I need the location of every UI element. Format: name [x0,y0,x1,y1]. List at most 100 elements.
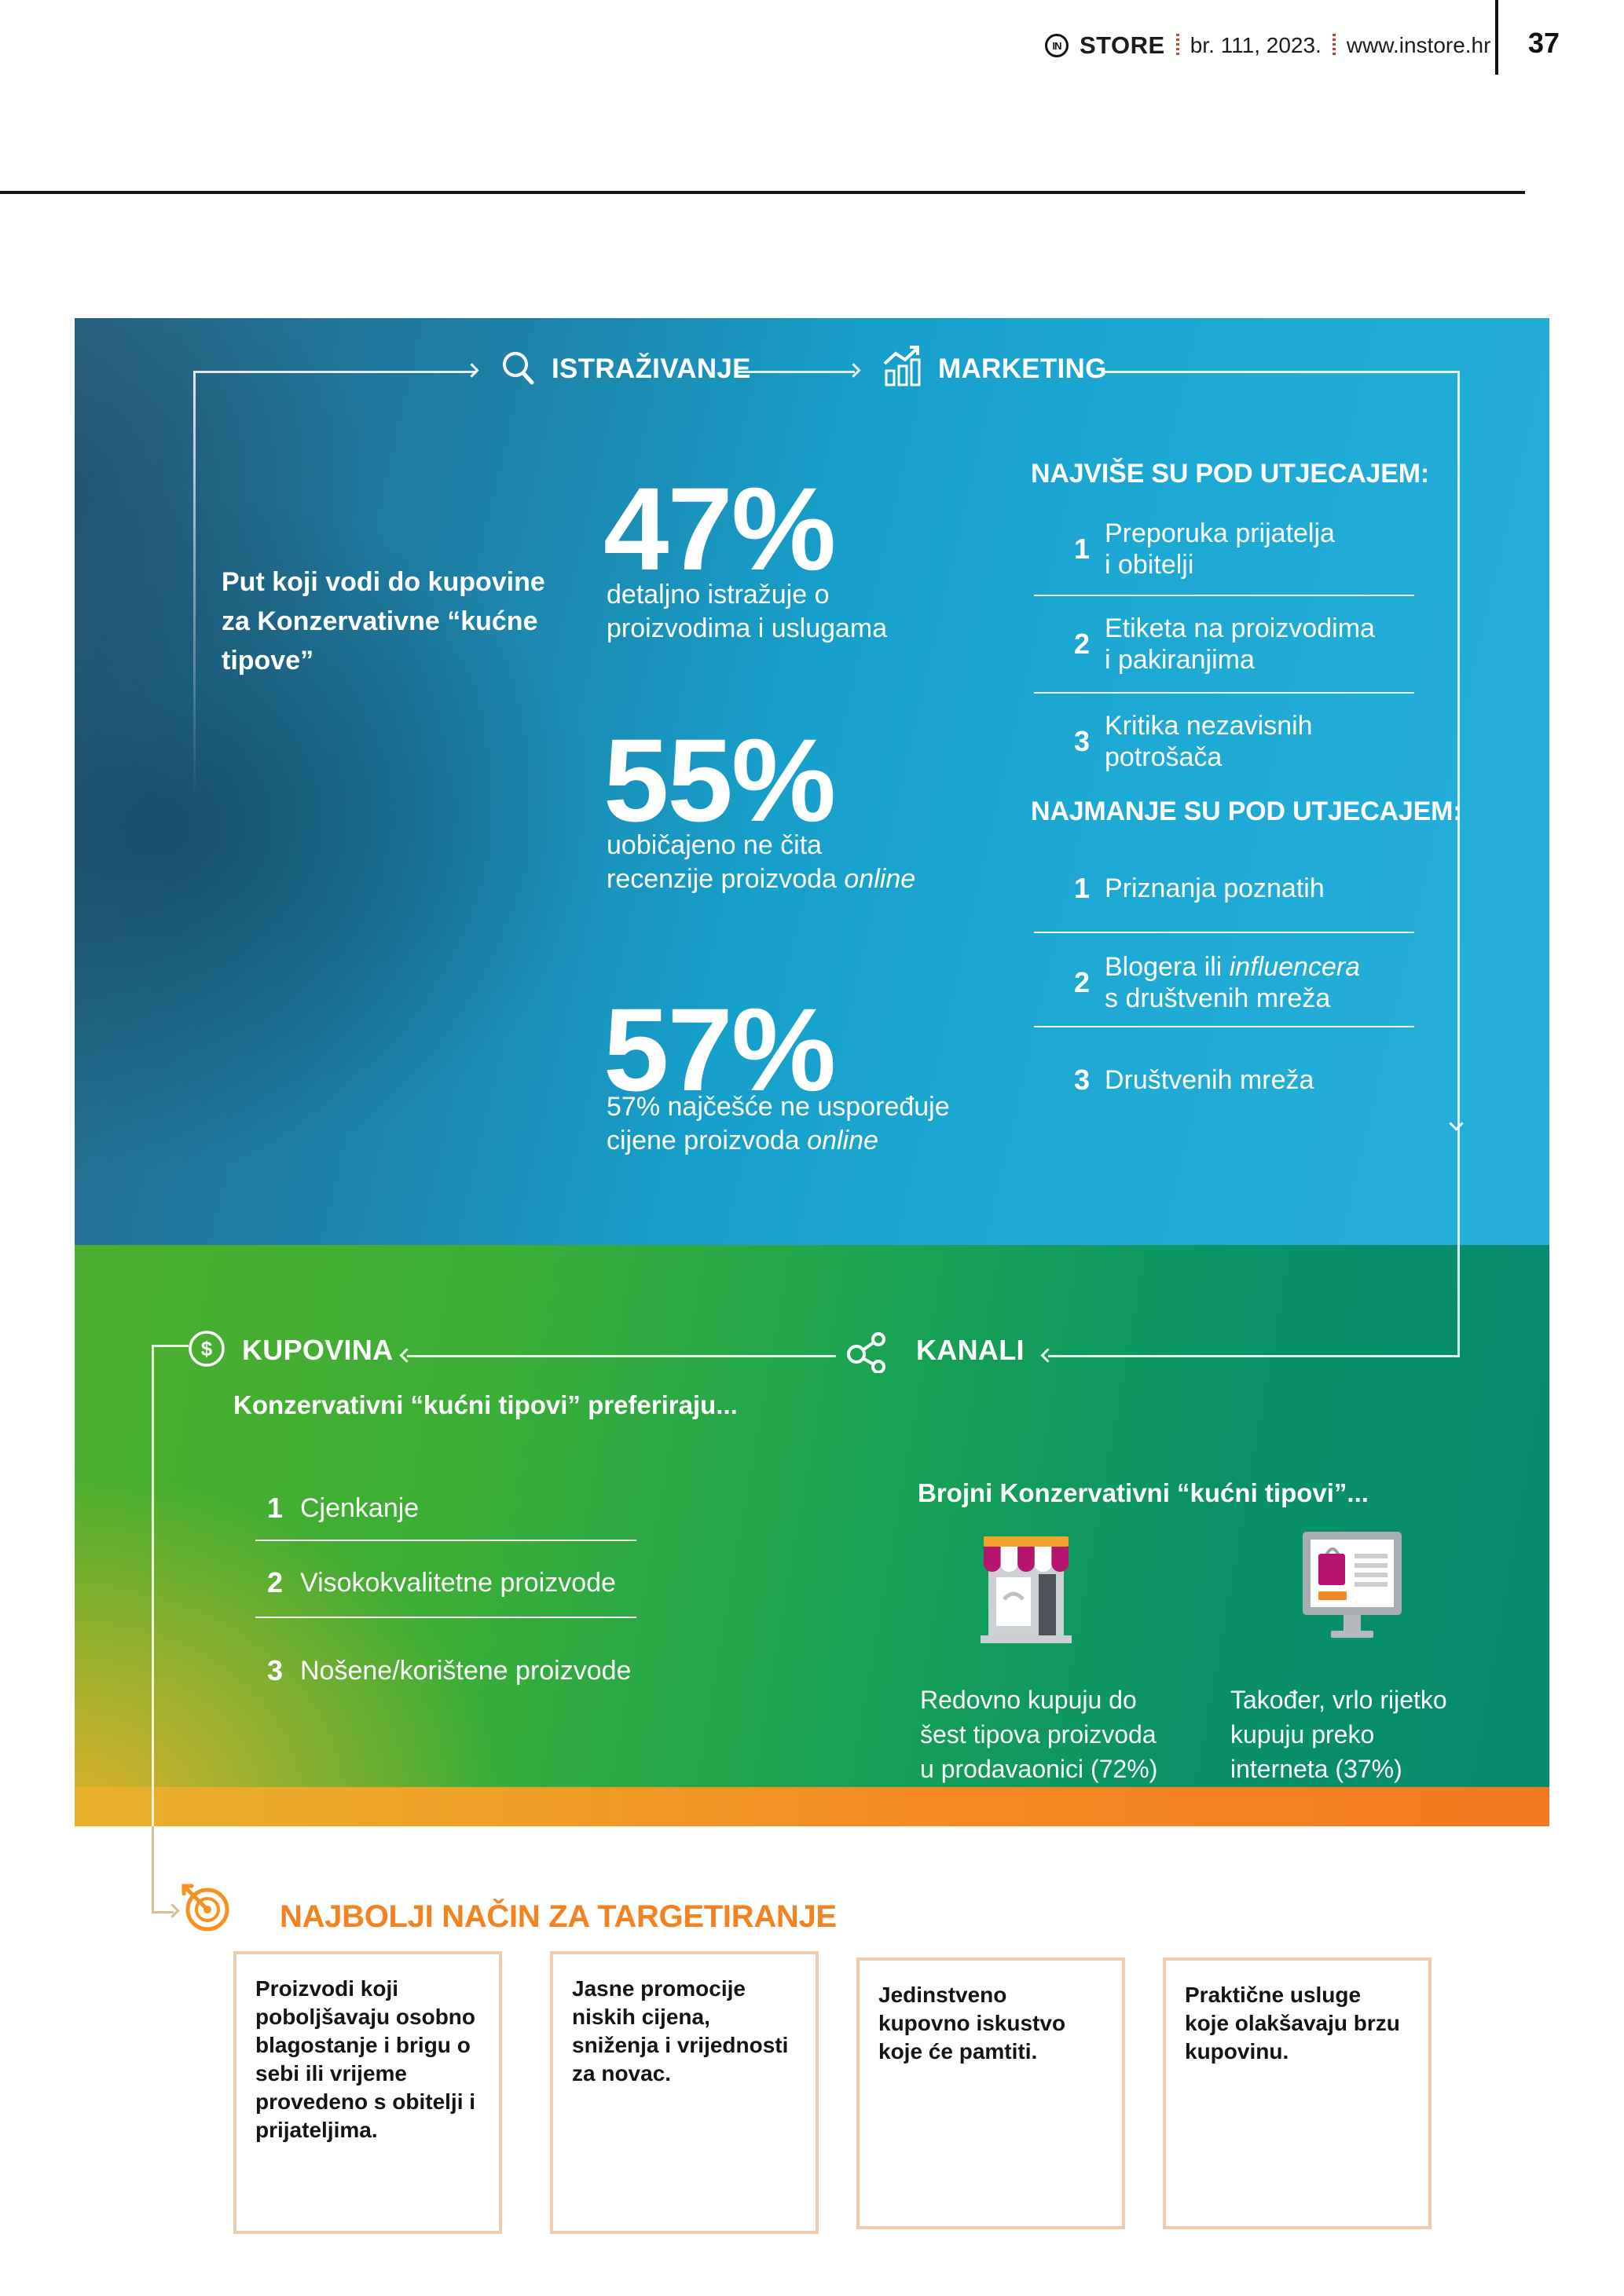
monitor-icon [1303,1532,1402,1638]
channel-caption-online: Također, vrlo rijetko kupuju preko inter… [1230,1686,1447,1783]
item-number: 1 [1073,533,1091,565]
svg-text:$: $ [201,1337,213,1360]
orange-accent-band [75,1787,1549,1826]
list-item: 3 Društvenih mreža [1059,1064,1314,1096]
item-text: Priznanja poznatih [1105,873,1325,903]
connector-kupovina-corner [152,1345,189,1347]
brand-name: STORE [1080,31,1165,59]
search-icon [503,352,534,385]
stat-caption-line: cijene proizvoda online [607,1126,878,1155]
item-number: 2 [1073,966,1091,998]
stat-caption-line: proizvodima i uslugama [607,613,888,643]
stat-caption: detaljno istražuje o proizvodima i uslug… [607,578,968,646]
stat-value: 57% [603,983,836,1115]
stat-caption-line: detaljno istražuje o [607,580,830,610]
item-text: Kritika nezavisnih potrošača [1105,711,1313,772]
kanali-subtitle: Brojni Konzervativni “kućni tipovi”... [918,1478,1369,1507]
item-number: 2 [1073,628,1091,660]
stat-value: 47% [603,463,836,595]
item-text: Visokokvalitetne proizvode [300,1568,616,1598]
list-divider [255,1540,636,1541]
item-number: 3 [1073,725,1091,757]
divider-dotted-icon [1175,34,1179,57]
header-brand-row: IN STORE br. 111, 2023. www.instore.hr [1045,31,1490,60]
connector-marketing-right [1103,371,1458,373]
item-text: Društvenih mreža [1105,1065,1314,1095]
section-label-kupovina: KUPOVINA [242,1334,394,1366]
stat-caption-line: 57% najčešće ne uspoređuje [607,1092,950,1122]
intro-title-line: Put koji vodi do kupovine [222,567,545,597]
item-text: Blogera ili influencera s društvenih mre… [1105,952,1361,1013]
least-influenced-heading: NAJMANJE SU POD UTJECAJEM: [1031,796,1462,826]
list-divider [1034,692,1414,694]
connector-bottom-vertical [152,1345,154,1826]
stat-caption-italic: online [844,864,916,894]
item-text: Nošene/korištene proizvode [300,1656,632,1686]
connector-to-kanali [1048,1355,1459,1357]
intro-title-line: za Konzervativne “kućne [222,606,538,636]
stat-caption-italic: online [807,1126,878,1155]
list-item: 3 Kritika nezavisnih potrošača [1059,710,1313,773]
targeting-heading: NAJBOLJI NAČIN ZA TARGETIRANJE [280,1899,837,1934]
website-label: www.instore.hr [1346,33,1491,57]
issue-label: br. 111, 2023. [1190,33,1322,57]
stat-value: 55% [603,714,836,846]
list-item: 2 Blogera ili influencera s društvenih m… [1059,951,1360,1014]
chart-icon [883,346,921,386]
targeting-box: Proizvodi koji poboljšavaju osobno blago… [233,1951,502,2234]
page-number: 37 [1528,27,1560,59]
list-item: 1 Cjenkanje [250,1492,419,1524]
item-text: Cjenkanje [300,1493,420,1523]
divider-dotted-icon [1332,34,1336,57]
research-marketing-band [75,318,1549,1245]
store-icon [981,1536,1072,1643]
item-number: 2 [266,1566,284,1598]
stat-caption: uobičajeno ne čita recenzije proizvoda o… [607,829,968,896]
connector-targeting-vertical [152,1826,154,1913]
section-label-marketing: MARKETING [938,353,1107,384]
kupovina-subtitle: Konzervativni “kućni tipovi” preferiraju… [233,1390,738,1419]
connector-left-vertical [193,372,196,800]
item-text: Preporuka prijatelja i obitelji [1105,518,1335,580]
dollar-coin-icon: $ [189,1331,225,1367]
connector-targeting-horizontal [152,1911,174,1913]
item-number: 3 [266,1654,284,1686]
targeting-box: Praktične usluge koje olakšavaju brzu ku… [1163,1957,1432,2229]
list-divider [255,1617,636,1618]
page-number-divider [1495,0,1498,75]
connector-research-marketing [735,371,855,373]
intro-title: Put koji vodi do kupovine za Konzervativ… [222,562,583,680]
list-divider [1034,1026,1414,1027]
list-item: 1 Preporuka prijatelja i obitelji [1059,518,1335,580]
instore-logo-icon: IN [1045,34,1069,57]
stat-caption: 57% najčešće ne uspoređuje cijene proizv… [607,1090,984,1158]
item-number: 3 [1073,1064,1091,1096]
kupovina-kanali-band [75,1245,1549,1787]
item-number: 1 [1073,872,1091,904]
arrow-right-icon [165,1903,180,1918]
list-divider [1034,932,1414,933]
channel-caption-store: Redovno kupuju do šest tipova proizvoda … [920,1686,1158,1783]
intro-title-line: tipove” [222,646,314,676]
list-divider [1034,595,1414,596]
list-item: 2 Etiketa na proizvodima i pakiranjima [1059,613,1375,676]
section-label-kanali: KANALI [916,1334,1025,1366]
header-rule [0,191,1525,194]
targeting-box: Jasne promocije niskih cijena, sniženja … [550,1951,819,2234]
item-text: Etiketa na proizvodima i pakiranjima [1105,613,1375,675]
section-label-research: ISTRAŽIVANJE [552,353,751,384]
connector-right-vertical [1457,371,1460,1357]
share-nodes-icon [847,1332,885,1373]
item-number: 1 [266,1492,284,1524]
connector-kanali-kupovina [407,1355,836,1357]
connector-to-research [193,371,476,373]
stat-caption-line: recenzije proizvoda online [607,864,916,894]
most-influenced-heading: NAJVIŠE SU POD UTJECAJEM: [1031,459,1429,489]
targeting-box: Jedinstveno kupovno iskustvo koje će pam… [856,1957,1125,2229]
stat-caption-line: uobičajeno ne čita [607,830,823,860]
target-icon [181,1884,229,1932]
list-item: 2 Visokokvalitetne proizvode [250,1566,616,1598]
list-item: 3 Nošene/korištene proizvode [250,1654,632,1686]
list-item: 1 Priznanja poznatih [1059,872,1325,904]
